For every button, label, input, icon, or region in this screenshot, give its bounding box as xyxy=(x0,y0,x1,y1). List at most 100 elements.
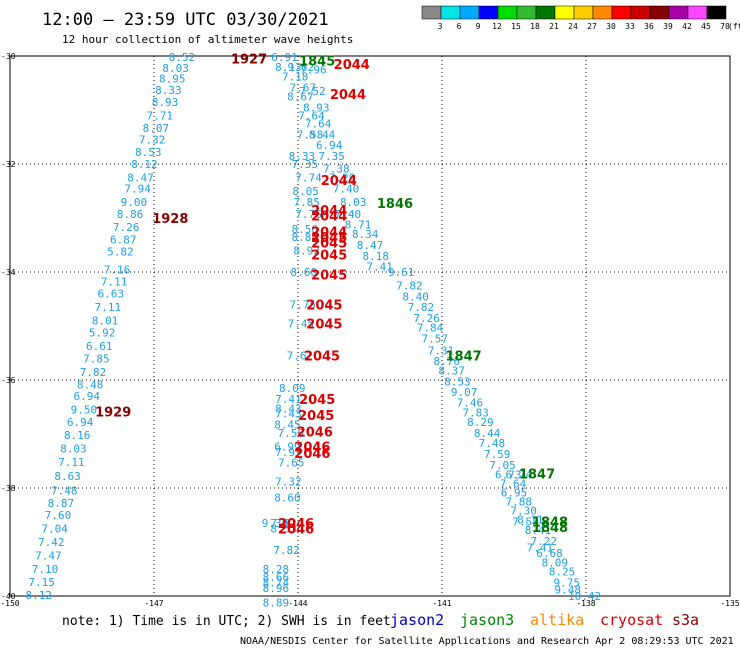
wave-height-label: 7.38 xyxy=(323,162,350,175)
legend-bin-label: 12 xyxy=(492,22,502,31)
wave-height-label: 6.74 xyxy=(506,469,533,482)
wave-height-label: 8.29 xyxy=(467,416,494,429)
wave-height-label: 7.82 xyxy=(273,544,300,557)
pass-time-label: 2046 xyxy=(294,447,330,462)
satellite-name: s3a xyxy=(672,611,699,629)
wave-height-label: 8.67 xyxy=(287,91,314,104)
wave-height-label: 7.57 xyxy=(422,332,449,345)
legend-swatch xyxy=(668,5,689,20)
wave-height-label: 7.59 xyxy=(484,448,511,461)
legend-bin-label: 18 xyxy=(530,22,540,31)
wave-height-label: 7.45 xyxy=(288,317,315,330)
wave-height-label: 7.74 xyxy=(295,172,322,185)
wave-height-label: 7.11 xyxy=(101,276,128,289)
pass-time-label: 1848 xyxy=(532,515,568,530)
wave-height-label: 7.64 xyxy=(305,118,332,131)
satellite-name: altika xyxy=(530,611,584,629)
pass-time-label: 2044 xyxy=(311,226,347,241)
wave-height-label: 8.53 xyxy=(444,376,471,389)
y-tick-label: -34 xyxy=(1,268,16,277)
wave-height-label: 7.41 xyxy=(366,261,393,274)
legend-bin-label: 30 xyxy=(606,22,616,31)
pass-time-label: 2044 xyxy=(330,88,366,103)
wave-height-label: 8.93 xyxy=(303,101,330,114)
wave-height-label: 7.96 xyxy=(300,64,327,77)
wave-height-label: 7.58 xyxy=(297,128,324,141)
pass-time-label: 2046 xyxy=(278,517,314,532)
wave-height-label: 7.84 xyxy=(417,322,444,335)
wave-height-label: 7.82 xyxy=(80,366,107,379)
wave-height-label: 7.10 xyxy=(32,563,59,576)
wave-height-label: 7.52 xyxy=(299,85,326,98)
wave-height-label: 6.68 xyxy=(536,547,563,560)
wave-height-label: 7.30 xyxy=(510,505,537,518)
legend-bin-label: 27 xyxy=(587,22,597,31)
wave-height-labels: 8.528.038.958.338.937.718.077.328.538.12… xyxy=(26,51,602,609)
legend-swatch xyxy=(497,5,518,20)
wave-height-label: 7.83 xyxy=(462,406,489,419)
legend-bin-label: 33 xyxy=(625,22,635,31)
wave-height-label: 8.09 xyxy=(542,557,569,570)
wave-height-label: 7.26 xyxy=(329,172,356,185)
wave-height-label: 6.61 xyxy=(86,340,113,353)
wave-height-label: 7.40 xyxy=(333,182,360,195)
wave-height-label: 8.41 xyxy=(525,524,552,537)
wave-height-label: 5.82 xyxy=(107,245,134,258)
wave-height-label: 8.34 xyxy=(352,228,379,241)
wave-height-label: 7.26 xyxy=(113,221,140,234)
pass-time-label: 2045 xyxy=(299,393,335,408)
wave-height-label: 8.37 xyxy=(438,364,465,377)
legend-swatch xyxy=(535,5,556,20)
wave-height-label: 8.84 xyxy=(291,231,318,244)
wave-height-label: 9.61 xyxy=(388,266,415,279)
y-tick-label: -40 xyxy=(1,592,16,601)
legend-bin-label: 39 xyxy=(663,22,673,31)
wave-height-label: 7.48 xyxy=(51,485,78,498)
legend-bin-label: 3 xyxy=(438,22,443,31)
legend-bin-label: 70 xyxy=(720,22,730,31)
chart-subtitle: 12 hour collection of altimeter wave hei… xyxy=(62,33,353,46)
footnote: note: 1) Time is in UTC; 2) SWH is in fe… xyxy=(62,614,391,629)
wave-height-label: 8.11 xyxy=(517,513,544,526)
wave-height-label: 7.16 xyxy=(104,263,131,276)
y-tick-label: -36 xyxy=(1,376,16,385)
plot-area: -150 -147 -144 -141 -138 -135 -30 -32 -34 -36 -38 -… xyxy=(0,51,739,609)
legend-bin-label: 15 xyxy=(511,22,521,31)
wave-height-label: 7.43 xyxy=(275,407,302,420)
wave-height-label: 8.92 xyxy=(293,244,320,257)
legend-bin-label: 21 xyxy=(549,22,559,31)
wave-height-label: 8.71 xyxy=(345,218,372,231)
wave-height-label: 7.41 xyxy=(527,541,554,554)
axis-ticks: -150 -147 -144 -141 -138 -135 -30 -32 -34 -36 -38 -… xyxy=(0,52,739,608)
wave-height-label: 7.62 xyxy=(287,350,314,363)
wave-height-label: 7.85 xyxy=(293,196,320,209)
wave-height-label: 6.95 xyxy=(501,486,528,499)
x-tick-label: -135 xyxy=(720,599,739,608)
pass-time-label: 2045 xyxy=(311,249,347,264)
wave-height-label: 8.44 xyxy=(309,128,336,141)
pass-time-label: 1845 xyxy=(299,54,335,69)
wave-height-label: 8.47 xyxy=(357,239,384,252)
wave-height-label: 8.96 xyxy=(263,582,290,595)
wave-height-label: 9.62 xyxy=(288,61,315,74)
wave-height-label: 8.16 xyxy=(64,429,91,442)
wave-height-label: 7.94 xyxy=(124,182,151,195)
wave-height-label: 8.95 xyxy=(159,73,186,86)
wave-height-label: 7.35 xyxy=(318,150,345,163)
legend-bin-label: 42 xyxy=(682,22,692,31)
wave-height-label: 7.26 xyxy=(413,312,440,325)
wave-height-label: 9.07 xyxy=(451,386,478,399)
pass-time-label: 1847 xyxy=(519,467,555,482)
wave-height-label: 8.93 xyxy=(152,96,179,109)
wave-height-label: 9.38 xyxy=(262,517,289,530)
wave-height-label: 9.75 xyxy=(554,577,581,590)
wave-height-label: 8.33 xyxy=(289,150,316,163)
y-tick-label: -30 xyxy=(1,52,16,61)
wave-height-label: 7.42 xyxy=(38,536,65,549)
wave-height-label: 8.03 xyxy=(60,443,87,456)
wave-height-label: 9.00 xyxy=(121,196,148,209)
pass-time-label: 2044 xyxy=(321,174,357,189)
wave-height-label: 7.31 xyxy=(428,344,455,357)
